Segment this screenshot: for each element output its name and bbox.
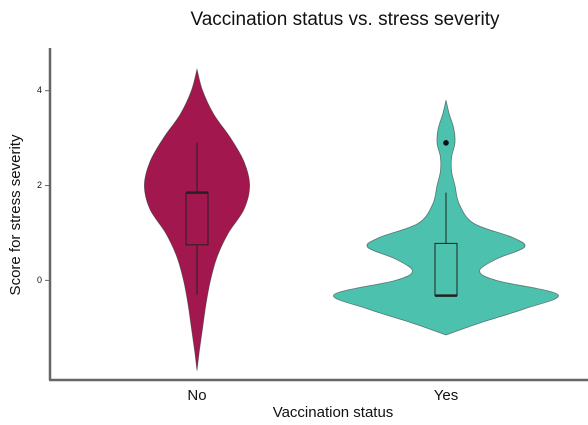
outlier — [443, 140, 449, 146]
y-tick-label: 0 — [37, 275, 42, 285]
y-axis-label: Score for stress severity — [7, 134, 24, 295]
x-axis-label: Vaccination status — [273, 404, 394, 421]
y-tick-label: 2 — [37, 180, 42, 190]
x-tick-label: Yes — [434, 387, 458, 404]
chart-title: Vaccination status vs. stress severity — [190, 9, 500, 30]
x-tick-label: No — [187, 387, 206, 404]
violin — [143, 67, 251, 371]
y-tick-label: 4 — [37, 85, 42, 95]
